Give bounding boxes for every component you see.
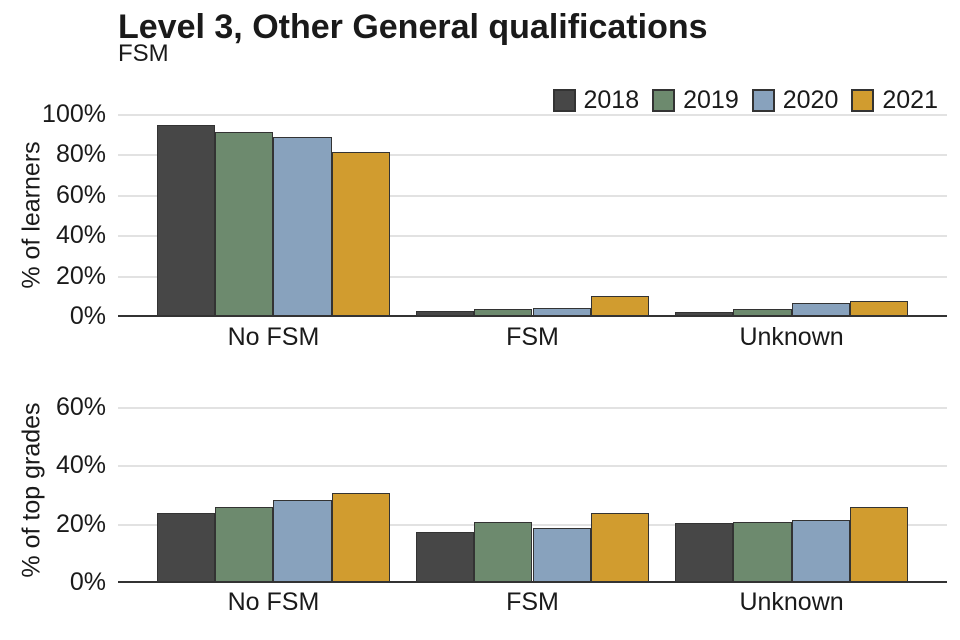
- x-tick-label-top-grades: Unknown: [739, 588, 844, 616]
- x-tick-label-learners: FSM: [506, 323, 559, 351]
- y-tick-label-learners: 60%: [55, 180, 106, 209]
- x-tick-label-top-grades: FSM: [506, 588, 559, 616]
- legend-label: 2018: [583, 85, 640, 114]
- legend-swatch-2018: [552, 88, 576, 112]
- gridline-20: [118, 523, 947, 526]
- bar-2019-unknown: [733, 521, 792, 583]
- y-tick-label-learners: 0%: [69, 302, 106, 330]
- bar-2021-fsm: [590, 513, 650, 583]
- bar-2021-unknown: [849, 507, 909, 583]
- bar-2019-no-fsm: [215, 507, 274, 583]
- y-axis-title-learners: % of learners: [17, 141, 46, 289]
- x-axis-line: [118, 315, 947, 317]
- y-tick-label-top-grades: 60%: [55, 393, 106, 422]
- chart-subtitle: FSM: [118, 40, 169, 67]
- gridline-40: [118, 235, 947, 238]
- x-axis-line: [118, 581, 947, 583]
- bar-2019-no-fsm: [215, 132, 274, 317]
- gridline-100: [118, 114, 947, 116]
- legend-item-2018: 2018: [552, 85, 640, 114]
- bar-2018-no-fsm: [156, 513, 216, 583]
- bar-2019-fsm: [474, 521, 533, 583]
- x-tick-label-learners: Unknown: [739, 323, 844, 351]
- bar-2021-no-fsm: [331, 492, 390, 583]
- legend-label: 2020: [782, 85, 839, 114]
- bar-2020-no-fsm: [273, 499, 332, 583]
- legend-item-2020: 2020: [751, 85, 839, 114]
- legend: 2018 2019 2020 2021: [552, 85, 938, 114]
- legend-swatch-2019: [652, 88, 676, 112]
- gridline-60: [118, 407, 947, 410]
- bar-2018-no-fsm: [156, 125, 216, 317]
- gridline-20: [118, 275, 947, 278]
- legend-label: 2019: [683, 85, 739, 114]
- y-axis-title-top-grades: % of top grades: [17, 401, 46, 578]
- bar-2021-no-fsm: [331, 152, 390, 317]
- chart-title: Level 3, Other General qualifications: [118, 8, 708, 46]
- legend-swatch-2020: [751, 88, 775, 112]
- bar-2021-fsm: [590, 295, 650, 317]
- gridline-60: [118, 194, 947, 197]
- bar-2018-unknown: [674, 523, 734, 583]
- y-tick-label-top-grades: 0%: [69, 568, 106, 596]
- legend-swatch-2021: [851, 88, 875, 112]
- y-tick-label-learners: 40%: [55, 221, 106, 250]
- bar-2020-fsm: [532, 527, 591, 583]
- y-tick-label-learners: 100%: [42, 100, 106, 128]
- legend-label: 2021: [882, 85, 938, 114]
- y-tick-label-top-grades: 20%: [55, 509, 106, 538]
- y-tick-label-top-grades: 40%: [55, 451, 106, 480]
- x-tick-label-top-grades: No FSM: [227, 588, 320, 616]
- y-tick-label-learners: 20%: [55, 261, 106, 290]
- y-tick-label-learners: 80%: [55, 140, 106, 169]
- bar-2020-no-fsm: [273, 137, 332, 317]
- legend-item-2021: 2021: [851, 85, 938, 114]
- panel-learners: [118, 113, 947, 317]
- bar-2018-fsm: [415, 532, 475, 583]
- legend-item-2019: 2019: [652, 85, 739, 114]
- bar-2020-unknown: [791, 520, 850, 583]
- gridline-40: [118, 465, 947, 468]
- x-tick-label-learners: No FSM: [227, 323, 320, 351]
- gridline-80: [118, 154, 947, 157]
- panel-top-grades: [118, 396, 947, 583]
